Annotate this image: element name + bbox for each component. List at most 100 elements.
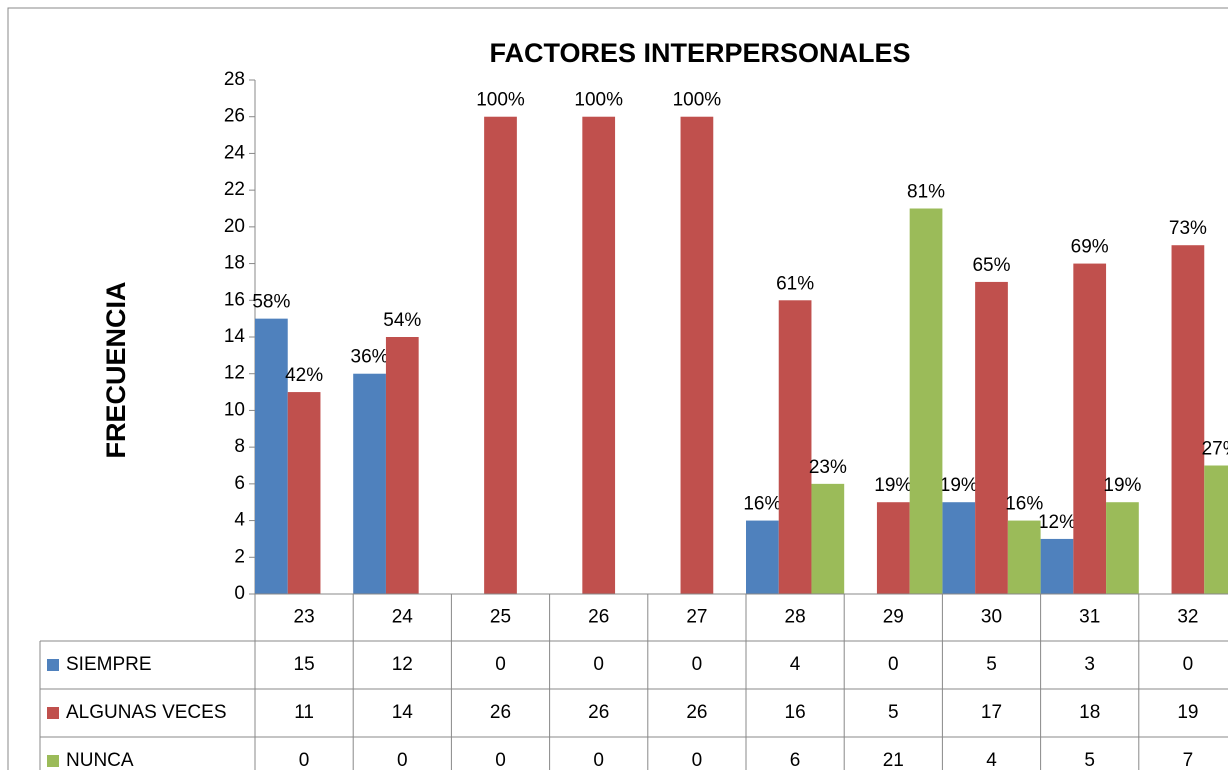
data-label: 100% — [476, 90, 525, 111]
y-tick-label: 12 — [224, 363, 245, 384]
table-value: 5 — [888, 702, 899, 723]
x-tick-label: 27 — [686, 607, 707, 628]
bar — [1204, 465, 1228, 594]
data-label: 27% — [1202, 439, 1228, 460]
legend-key — [47, 755, 59, 767]
y-tick-label: 6 — [234, 473, 245, 494]
table-value: 16 — [785, 702, 806, 723]
x-tick-label: 23 — [294, 607, 315, 628]
bar — [1073, 263, 1107, 594]
table-value: 7 — [1183, 750, 1194, 770]
table-value: 0 — [593, 654, 604, 675]
bar — [876, 502, 910, 594]
bar — [680, 116, 714, 594]
x-tick-label: 29 — [883, 607, 904, 628]
data-label: 61% — [776, 273, 814, 294]
data-label: 73% — [1169, 218, 1207, 239]
data-label: 16% — [1005, 494, 1043, 515]
legend-key — [47, 659, 59, 671]
table-value: 4 — [790, 654, 801, 675]
data-label: 65% — [972, 255, 1010, 276]
table-value: 17 — [981, 702, 1002, 723]
y-tick-label: 26 — [224, 106, 245, 127]
bar — [1007, 520, 1041, 594]
legend-label: SIEMPRE — [66, 654, 152, 675]
bar — [778, 300, 812, 594]
table-value: 0 — [888, 654, 899, 675]
y-tick-label: 16 — [224, 289, 245, 310]
bar — [484, 116, 517, 594]
data-label: 54% — [383, 310, 421, 331]
y-tick-label: 2 — [234, 546, 245, 567]
bar — [353, 373, 386, 594]
chart-title: FACTORES INTERPERSONALES — [489, 38, 910, 68]
table-value: 0 — [299, 750, 310, 770]
bar — [582, 116, 616, 594]
table-value: 0 — [692, 654, 703, 675]
y-tick-label: 10 — [224, 399, 245, 420]
table-value: 21 — [883, 750, 904, 770]
table-value: 0 — [593, 750, 604, 770]
bar — [1106, 502, 1139, 594]
bar — [287, 392, 321, 594]
table-value: 11 — [294, 702, 314, 723]
data-label: 36% — [351, 347, 389, 368]
table-value: 4 — [986, 750, 997, 770]
x-tick-label: 26 — [588, 607, 609, 628]
bar — [255, 318, 288, 594]
table-value: 14 — [392, 702, 414, 723]
table-value: 26 — [686, 702, 707, 723]
data-label: 100% — [673, 90, 722, 111]
x-tick-label: 28 — [785, 607, 806, 628]
x-tick-label: 32 — [1177, 607, 1198, 628]
table-value: 18 — [1079, 702, 1100, 723]
data-label: 19% — [874, 475, 912, 496]
table-value: 26 — [490, 702, 511, 723]
y-tick-label: 28 — [224, 69, 245, 90]
bar — [942, 502, 976, 594]
y-tick-label: 4 — [234, 510, 245, 531]
data-label: 81% — [907, 182, 945, 203]
bar — [909, 208, 943, 594]
data-label: 16% — [743, 494, 781, 515]
table-value: 12 — [392, 654, 413, 675]
table-value: 0 — [495, 654, 506, 675]
table-value: 5 — [986, 654, 997, 675]
bar — [1040, 538, 1074, 594]
y-tick-label: 22 — [224, 179, 245, 200]
bar — [385, 337, 419, 594]
data-label: 69% — [1071, 237, 1109, 258]
table-value: 6 — [790, 750, 801, 770]
table-value: 5 — [1084, 750, 1095, 770]
table-value: 26 — [588, 702, 609, 723]
y-tick-label: 8 — [234, 436, 245, 457]
y-tick-label: 14 — [224, 326, 246, 347]
table-value: 0 — [1183, 654, 1194, 675]
y-tick-label: 18 — [224, 253, 245, 274]
table-value: 0 — [397, 750, 408, 770]
data-label: 58% — [252, 292, 290, 313]
x-tick-label: 31 — [1079, 607, 1100, 628]
table-value: 19 — [1177, 702, 1198, 723]
data-label: 19% — [940, 475, 978, 496]
table-value: 0 — [495, 750, 506, 770]
bar — [975, 281, 1008, 594]
data-label: 23% — [809, 457, 847, 478]
x-tick-label: 25 — [490, 607, 511, 628]
y-tick-label: 24 — [224, 142, 246, 163]
data-label: 100% — [574, 90, 623, 111]
y-tick-label: 0 — [234, 583, 245, 604]
legend-key — [47, 707, 59, 719]
data-label: 42% — [285, 365, 323, 386]
data-label: 19% — [1103, 475, 1141, 496]
data-label: 12% — [1038, 512, 1076, 533]
table-value: 3 — [1084, 654, 1095, 675]
table-value: 15 — [294, 654, 315, 675]
table-value: 0 — [692, 750, 703, 770]
bar — [1171, 245, 1205, 594]
legend-label: NUNCA — [66, 750, 134, 770]
bar — [746, 520, 779, 594]
legend-label: ALGUNAS VECES — [66, 702, 227, 723]
x-tick-label: 30 — [981, 607, 1002, 628]
